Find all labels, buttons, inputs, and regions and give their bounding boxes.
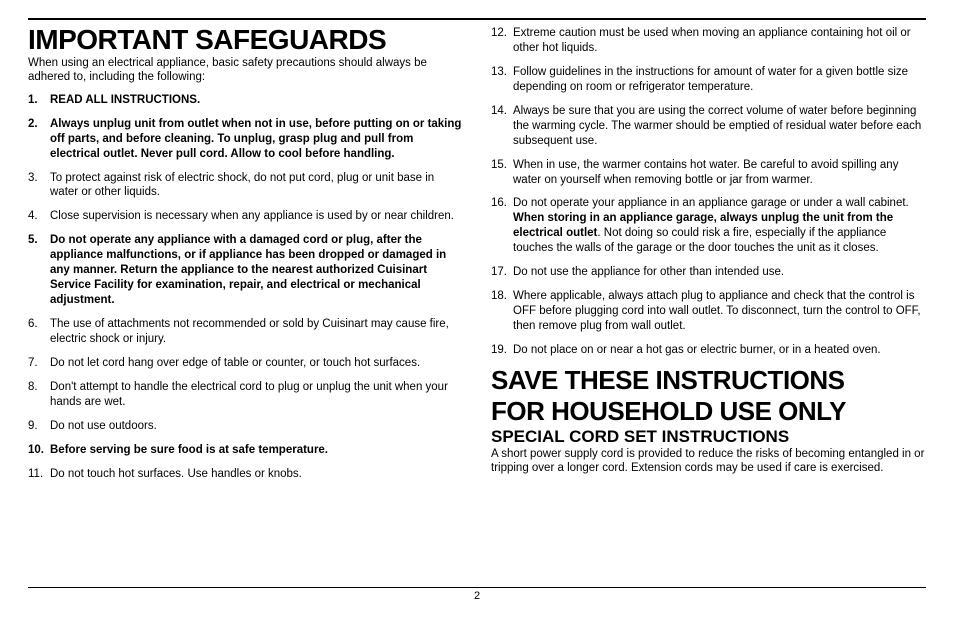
list-item: Do not use outdoors.	[28, 419, 463, 434]
list-item: Do not operate your appliance in an appl…	[491, 196, 926, 256]
list-item: Where applicable, always attach plug to …	[491, 289, 926, 334]
left-column: IMPORTANT SAFEGUARDS When using an elect…	[28, 20, 463, 587]
heading-safeguards: IMPORTANT SAFEGUARDS	[28, 26, 463, 54]
safeguards-list-left: READ ALL INSTRUCTIONS. Always unplug unit…	[28, 93, 463, 482]
list-item: Before serving be sure food is at safe t…	[28, 443, 463, 458]
list-item: Always be sure that you are using the co…	[491, 104, 926, 149]
heading-save-2: FOR HOUSEHOLD USE ONLY	[491, 398, 926, 425]
manual-page: IMPORTANT SAFEGUARDS When using an elect…	[28, 18, 926, 588]
right-column: Extreme caution must be used when moving…	[491, 20, 926, 587]
special-cord-body: A short power supply cord is provided to…	[491, 448, 926, 474]
list-item: When in use, the warmer contains hot wat…	[491, 158, 926, 188]
heading-special-cord: SPECIAL CORD SET INSTRUCTIONS	[491, 427, 926, 447]
page-number: 2	[28, 590, 926, 602]
list-item: Do not place on or near a hot gas or ele…	[491, 343, 926, 358]
list-item: Don't attempt to handle the electrical c…	[28, 380, 463, 410]
list-item: Do not touch hot surfaces. Use handles o…	[28, 467, 463, 482]
list-item: The use of attachments not recommended o…	[28, 317, 463, 347]
list-item: Extreme caution must be used when moving…	[491, 26, 926, 56]
list-item: Do not use the appliance for other than …	[491, 265, 926, 280]
safeguards-list-right: Extreme caution must be used when moving…	[491, 26, 926, 358]
list-item: To protect against risk of electric shoc…	[28, 171, 463, 201]
list-item: READ ALL INSTRUCTIONS.	[28, 93, 463, 108]
heading-save-1: SAVE THESE INSTRUCTIONS	[491, 367, 926, 394]
list-item: Do not operate any appliance with a dama…	[28, 233, 463, 308]
list-item: Always unplug unit from outlet when not …	[28, 117, 463, 162]
list-item: Close supervision is necessary when any …	[28, 209, 463, 224]
list-item: Do not let cord hang over edge of table …	[28, 356, 463, 371]
intro-text: When using an electrical appliance, basi…	[28, 56, 463, 85]
list-item-text: Do not operate your appliance in an appl…	[513, 197, 909, 209]
list-item: Follow guidelines in the instructions fo…	[491, 65, 926, 95]
